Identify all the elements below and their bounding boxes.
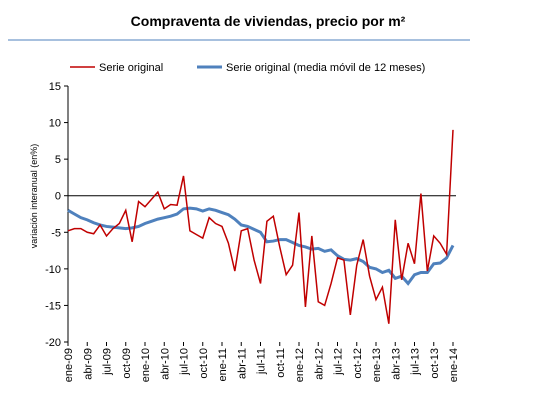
x-tick-label: jul-12 (333, 348, 345, 376)
x-tick-label: ene-13 (371, 348, 383, 382)
x-tick-label: abr-13 (390, 348, 402, 380)
series-line (67, 129, 454, 324)
x-tick-label: ene-14 (448, 348, 460, 382)
y-tick-label: -5 (51, 227, 61, 239)
x-tick-label: ene-12 (294, 348, 306, 382)
x-tick-label: oct-10 (198, 348, 210, 379)
y-tick-label: 15 (49, 81, 61, 93)
series-line (67, 206, 455, 286)
x-tick-label: jul-11 (256, 348, 268, 375)
chart-title: Compraventa de viviendas, precio por m² (131, 13, 406, 29)
y-tick-label: 0 (55, 191, 61, 203)
x-tick-label: jul-09 (102, 348, 114, 376)
x-tick-label: abr-12 (313, 348, 325, 380)
x-tick-label: oct-13 (429, 348, 441, 379)
x-tick-label: jul-10 (179, 348, 191, 376)
y-tick-label: -10 (45, 264, 61, 276)
y-tick-label: 5 (55, 154, 61, 166)
x-tick-label: oct-09 (121, 348, 133, 379)
y-tick-label: -20 (45, 337, 61, 349)
x-tick-label: ene-10 (140, 348, 152, 382)
x-tick-label: abr-09 (82, 348, 94, 380)
legend-label: Serie original (99, 62, 163, 74)
y-tick-label: -15 (45, 300, 61, 312)
x-tick-label: ene-11 (217, 348, 229, 381)
x-tick-label: ene-09 (63, 348, 75, 382)
y-axis-label: variación interanual (en%) (29, 144, 39, 249)
x-tick-label: jul-13 (410, 348, 422, 376)
x-tick-label: oct-11 (275, 348, 287, 378)
legend-label: Serie original (media móvil de 12 meses) (226, 62, 425, 74)
x-tick-label: abr-10 (159, 348, 171, 380)
y-tick-label: 10 (49, 118, 61, 130)
x-tick-label: oct-12 (352, 348, 364, 379)
x-tick-label: abr-11 (236, 348, 248, 379)
